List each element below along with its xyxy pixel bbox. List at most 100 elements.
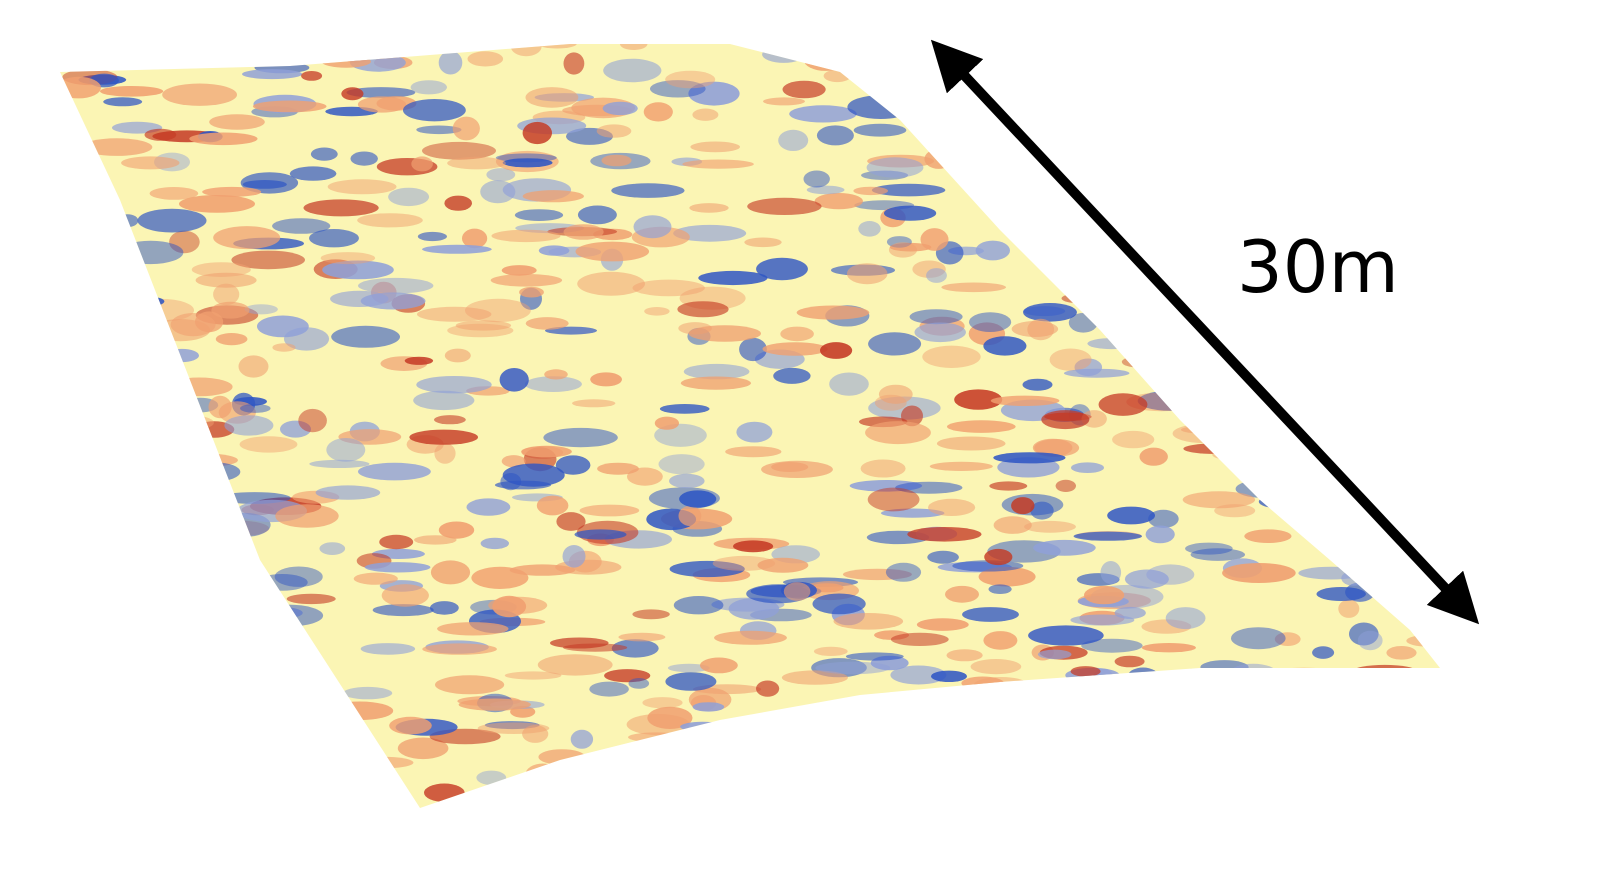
terrain-blob — [781, 731, 810, 749]
terrain-blob — [1140, 99, 1198, 118]
terrain-blob — [810, 733, 834, 749]
terrain-blob — [1198, 121, 1221, 140]
terrain-blob — [1399, 117, 1434, 136]
terrain-blob — [1119, 125, 1169, 147]
terrain-blob — [930, 745, 1006, 763]
terrain-blob — [756, 257, 808, 281]
terrain-blob — [366, 44, 428, 49]
terrain-blob — [733, 540, 774, 553]
terrain-blob — [983, 631, 1018, 650]
scale-arrow-line — [930, 39, 1480, 625]
terrain-blob — [1342, 682, 1418, 705]
terrain-blob — [253, 604, 324, 627]
terrain-blob — [60, 531, 126, 543]
terrain-blob — [477, 722, 550, 734]
terrain-blob — [455, 320, 512, 331]
terrain-blob — [202, 186, 262, 197]
terrain-blob — [444, 195, 473, 211]
terrain-blob — [1178, 85, 1249, 103]
terrain-blob — [1247, 761, 1268, 775]
terrain-blob — [1306, 163, 1361, 173]
terrain-blob — [1379, 766, 1434, 781]
terrain-blob — [240, 172, 299, 194]
terrain-blob — [1258, 495, 1302, 509]
terrain-blob — [1381, 108, 1410, 125]
terrain-blob — [490, 274, 563, 287]
terrain-blob — [628, 678, 650, 689]
terrain-blob — [78, 654, 124, 665]
terrain-blob — [1087, 338, 1136, 350]
terrain-blob — [434, 443, 456, 464]
terrain-blob — [1405, 514, 1431, 534]
terrain-blob — [739, 337, 767, 362]
terrain-blob — [1146, 564, 1195, 585]
terrain-blob — [962, 607, 1019, 622]
terrain-blob — [1162, 266, 1219, 278]
terrain-blob — [1359, 680, 1401, 692]
terrain-blob — [865, 45, 927, 64]
terrain-blob — [1125, 44, 1164, 52]
terrain-blob — [110, 505, 155, 519]
terrain-blob — [1357, 630, 1383, 651]
terrain-blob — [113, 494, 161, 509]
terrain-blob — [253, 743, 274, 756]
terrain-blob — [1142, 160, 1211, 178]
terrain-blob — [1242, 754, 1276, 778]
terrain-blob — [1384, 693, 1417, 714]
terrain-blob — [669, 560, 745, 578]
terrain-blob — [1364, 66, 1426, 86]
terrain-blob — [846, 263, 888, 285]
terrain-blob — [885, 562, 922, 582]
terrain-blob — [381, 584, 429, 607]
terrain-blob — [190, 462, 241, 482]
terrain-blob — [197, 614, 236, 629]
terrain-blob — [63, 278, 113, 290]
terrain-blob — [1222, 66, 1247, 77]
terrain-blob — [1244, 529, 1292, 543]
terrain-blob — [667, 663, 710, 673]
terrain-blob — [1397, 71, 1440, 85]
terrain-blob — [416, 376, 492, 394]
terrain-blob — [397, 737, 449, 760]
terrain-blob — [321, 55, 371, 68]
terrain-blob — [1034, 786, 1108, 802]
terrain-blob — [967, 735, 1032, 745]
terrain-blob — [934, 149, 1009, 158]
terrain-blob — [1400, 260, 1434, 282]
terrain-blob — [309, 229, 359, 248]
terrain-blob — [872, 719, 924, 739]
terrain-blob — [1216, 83, 1276, 94]
terrain-blob — [1405, 96, 1429, 120]
terrain-blob — [650, 80, 706, 98]
terrain-blob — [1231, 627, 1286, 650]
terrain-blob — [79, 421, 102, 436]
terrain-blob — [273, 716, 334, 725]
terrain-blob — [1121, 356, 1156, 368]
terrain-blob — [1198, 702, 1266, 718]
terrain-blob — [995, 53, 1045, 66]
terrain-blob — [642, 697, 683, 709]
terrain-blob — [521, 445, 572, 458]
terrain-blob — [927, 550, 959, 564]
terrain-blob — [404, 356, 434, 365]
terrain-blob — [712, 555, 776, 571]
terrain-blob — [555, 455, 591, 475]
terrain-blob — [60, 697, 82, 707]
terrain-blob — [1182, 491, 1256, 509]
terrain-blob — [238, 355, 269, 378]
terrain-blob — [654, 416, 680, 430]
terrain-blob — [147, 778, 187, 802]
terrain-blob — [303, 199, 379, 217]
terrain-blob — [213, 226, 281, 250]
terrain-blob — [501, 265, 537, 276]
terrain-blob — [229, 669, 263, 687]
terrain-blob — [410, 80, 447, 95]
terrain-blob — [1172, 423, 1236, 444]
terrain-blob — [430, 560, 471, 585]
terrain-blob — [1392, 761, 1435, 775]
terrain-blob — [820, 342, 853, 359]
terrain-blob — [1303, 751, 1377, 766]
terrain-blob — [590, 372, 622, 387]
terrain-blob — [643, 102, 673, 122]
terrain-blob — [1084, 585, 1125, 605]
